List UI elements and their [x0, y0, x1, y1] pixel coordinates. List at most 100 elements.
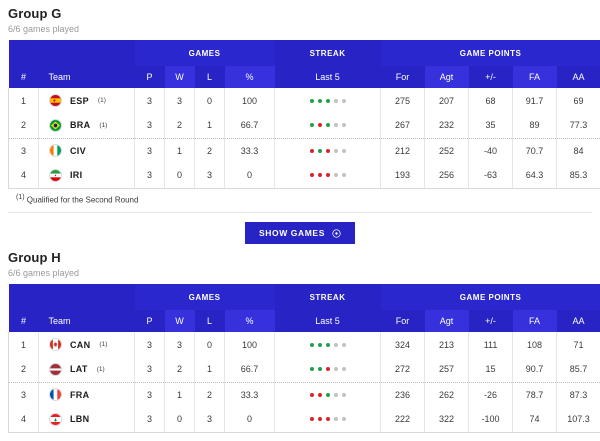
streak-dot-none — [333, 148, 338, 153]
col-header-l[interactable]: L — [194, 66, 225, 88]
show-games-button[interactable]: SHOW GAMES — [245, 222, 355, 245]
group-header-blank — [8, 284, 135, 311]
section-divider — [8, 212, 592, 214]
streak-dot-none — [341, 342, 346, 347]
flag-icon-fra — [49, 388, 62, 402]
streak-dot-win — [325, 98, 330, 103]
col-header-agt[interactable]: Agt — [424, 66, 469, 88]
col-header-p[interactable]: P — [134, 66, 165, 88]
cell-points-against: 262 — [424, 381, 470, 408]
cell-team[interactable]: CAN (1) — [38, 332, 135, 358]
cell-rank: 2 — [8, 113, 39, 138]
streak-dot-loss — [309, 392, 314, 397]
qualified-marker: (1) — [96, 365, 105, 373]
cell-point-diff: -100 — [468, 407, 514, 433]
streak-dot-win — [317, 367, 322, 372]
table-subheader-row: # Team P W L% Last 5 For Agt +/- FA AA — [8, 66, 600, 88]
cell-team[interactable]: ESP (1) — [38, 88, 135, 113]
cell-percent: 33.3 — [223, 381, 276, 408]
streak-dot-none — [333, 417, 338, 422]
col-header-team[interactable]: Team — [38, 310, 135, 333]
col-header-aa[interactable]: AA — [556, 66, 600, 88]
col-header-col9[interactable]: +/- — [468, 310, 513, 333]
streak-dot-none — [333, 342, 338, 347]
cell-won: 3 — [164, 332, 195, 358]
cell-points-against: 252 — [424, 137, 470, 163]
cell-won: 3 — [164, 88, 195, 113]
group-header-blank — [8, 40, 135, 66]
group-title: Group H — [8, 250, 61, 266]
cell-fa: 91.7 — [512, 88, 558, 113]
group-title: Group G — [8, 6, 62, 21]
col-header-last5[interactable]: Last 5 — [274, 66, 381, 88]
streak-dot-loss — [325, 367, 330, 372]
col-header-fa[interactable]: FA — [512, 66, 557, 88]
cell-points-for: 275 — [380, 88, 426, 113]
col-header-w[interactable]: W — [164, 66, 195, 88]
cell-team[interactable]: CIV — [38, 137, 135, 163]
streak-dot-win — [309, 367, 314, 372]
streak-dot-win — [317, 98, 322, 103]
cell-fa: 70.7 — [512, 137, 558, 163]
cell-team[interactable]: IRI — [38, 163, 135, 189]
col-header-col0[interactable]: # — [8, 66, 39, 88]
cell-team[interactable]: FRA — [38, 381, 135, 408]
col-header-col0[interactable]: # — [8, 310, 39, 333]
col-header-team[interactable]: Team — [38, 66, 135, 88]
streak-dot-win — [317, 148, 322, 153]
cell-team[interactable]: LBN — [38, 407, 135, 433]
cell-streak — [274, 163, 382, 189]
col-header-l[interactable]: L — [194, 310, 225, 333]
col-header-for[interactable]: For — [380, 66, 425, 88]
cell-percent: 0 — [223, 163, 276, 189]
streak-dots — [275, 417, 380, 422]
col-header-aa[interactable]: AA — [556, 310, 600, 333]
col-header-for[interactable]: For — [380, 310, 425, 333]
cell-points-against: 213 — [424, 332, 470, 358]
cell-points-for: 324 — [380, 332, 426, 358]
streak-dot-loss — [325, 148, 330, 153]
cell-team[interactable]: BRA (1) — [38, 113, 135, 138]
cell-played: 3 — [134, 332, 165, 358]
cell-streak — [274, 332, 382, 358]
cell-lost: 3 — [194, 163, 225, 189]
cell-played: 3 — [134, 113, 165, 138]
footnote: (1) Qualified for the Second Round — [8, 189, 592, 205]
col-header-fa[interactable]: FA — [512, 310, 557, 333]
cell-team[interactable]: LAT (1) — [38, 357, 135, 383]
cell-point-diff: -63 — [468, 163, 514, 189]
cell-lost: 0 — [194, 332, 225, 358]
col-header-col9[interactable]: +/- — [468, 66, 513, 88]
cell-aa: 87.3 — [556, 381, 600, 408]
col-header-last5[interactable]: Last 5 — [274, 310, 381, 333]
group-header-game-points: GAME POINTS — [380, 40, 600, 66]
streak-dot-none — [341, 367, 346, 372]
col-header-w[interactable]: W — [164, 310, 195, 333]
streak-dots — [275, 392, 380, 397]
cell-lost: 2 — [194, 381, 225, 408]
cell-streak — [274, 407, 382, 433]
cell-lost: 2 — [194, 137, 225, 163]
team-abbreviation: LBN — [70, 414, 90, 425]
streak-dot-loss — [317, 173, 322, 178]
streak-dots — [275, 123, 380, 128]
col-header-col5[interactable]: % — [224, 66, 275, 88]
col-header-col5[interactable]: % — [224, 310, 275, 333]
cell-points-for: 193 — [380, 163, 426, 189]
cell-streak — [274, 88, 382, 113]
cell-fa: 108 — [512, 332, 558, 358]
cell-point-diff: -26 — [468, 381, 514, 408]
target-icon — [332, 229, 341, 238]
col-header-agt[interactable]: Agt — [424, 310, 469, 333]
col-header-p[interactable]: P — [134, 310, 165, 333]
